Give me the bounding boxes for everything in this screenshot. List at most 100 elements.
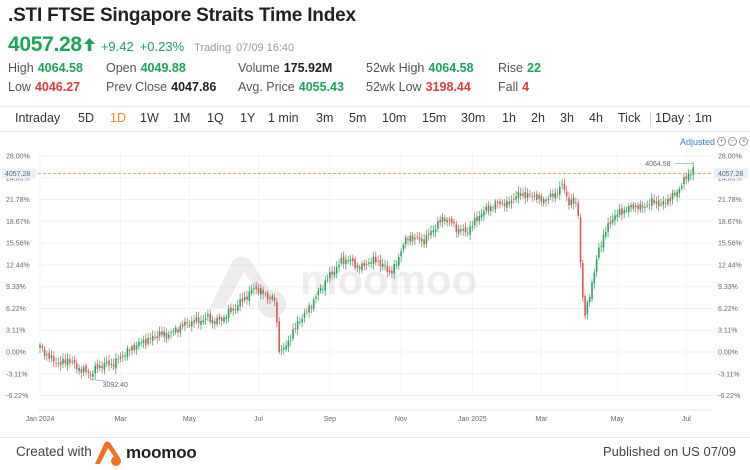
candle-body — [296, 321, 299, 330]
candle-body — [598, 247, 600, 258]
candle-body — [480, 213, 483, 218]
adjusted-toggle[interactable]: Adjusted — [680, 137, 716, 147]
candle-body — [227, 308, 230, 318]
tab-1day-1m[interactable]: 1Day : 1m — [655, 111, 712, 125]
tab-1w[interactable]: 1W — [140, 111, 159, 125]
tab-intraday[interactable]: Intraday — [15, 111, 61, 125]
tab-5d[interactable]: 5D — [78, 111, 94, 125]
candle-body — [637, 205, 639, 210]
price-change-pct: +0.23% — [139, 39, 185, 54]
tab-3h[interactable]: 3h — [560, 111, 574, 125]
stat-low: Low 4046.27 — [8, 80, 81, 94]
candle-body — [55, 363, 57, 364]
candle-body — [352, 258, 354, 262]
candle-body — [87, 371, 90, 373]
candle-body — [174, 327, 177, 333]
candle-body — [473, 218, 476, 226]
candle-body — [264, 293, 267, 295]
price-change: +9.42 — [100, 39, 134, 54]
candle-body — [76, 363, 78, 370]
candle-body — [683, 177, 685, 185]
candle-body — [365, 264, 368, 265]
tab-1m[interactable]: 1M — [173, 111, 191, 125]
tab-30m[interactable]: 30m — [461, 111, 486, 125]
tab-10m[interactable]: 10m — [382, 111, 407, 125]
last-price: 4057.28 — [8, 33, 82, 56]
candle-body — [250, 289, 253, 294]
candle-body — [122, 355, 124, 357]
candle-body — [593, 272, 596, 284]
zoom-out-icon[interactable]: − — [728, 137, 737, 146]
candle-body — [655, 201, 658, 204]
candle-body — [361, 263, 363, 271]
candle-body — [577, 202, 579, 216]
candle-body — [262, 289, 264, 295]
price-chart[interactable]: 28.00% 28.00% 24.89% 24.89% 21.78% 21.78% 18.6… — [0, 148, 750, 430]
candle-body — [430, 230, 432, 236]
tab-1y[interactable]: 1Y — [240, 111, 256, 125]
current-price-label-left: 4057.28 — [5, 171, 30, 178]
candle-body — [669, 197, 671, 202]
y-tick-label-right: 18.67% — [718, 219, 742, 226]
candle-body — [234, 309, 237, 310]
tab-5m[interactable]: 5m — [349, 111, 367, 125]
candle-body — [317, 291, 320, 295]
candle-body — [414, 237, 416, 240]
candle-body — [89, 374, 92, 376]
candle-body — [310, 306, 313, 309]
tab-15m[interactable]: 15m — [422, 111, 447, 125]
candle-body — [342, 256, 345, 264]
candle-body — [214, 321, 216, 325]
candle-body — [437, 221, 439, 229]
candle-body — [526, 193, 529, 198]
candle-body — [135, 345, 138, 350]
candle-body — [80, 369, 83, 373]
candle-body — [513, 198, 515, 200]
candle-body — [664, 203, 667, 204]
tab-4h[interactable]: 4h — [589, 111, 603, 125]
candle-body — [289, 340, 292, 342]
tab-3m[interactable]: 3m — [316, 111, 334, 125]
candle-body — [687, 173, 690, 181]
stat-rise: Rise 22 — [498, 61, 541, 75]
candle-body — [105, 361, 108, 364]
candle-body — [255, 286, 257, 290]
candle-body — [508, 201, 510, 205]
candle-body — [43, 349, 46, 356]
candle-body — [200, 321, 202, 325]
y-tick-label-left: 0.00% — [6, 350, 26, 357]
y-tick-label-left: 3.11% — [6, 328, 25, 335]
timeframe-tabs: Intraday 5D 1D 1W 1M 1Q 1Y 1 min 3m 5m 1… — [0, 106, 750, 132]
candle-body — [448, 219, 451, 221]
tab-2h[interactable]: 2h — [531, 111, 545, 125]
candle-body — [131, 346, 133, 351]
candle-body — [671, 193, 674, 200]
candle-body — [579, 217, 582, 263]
candle-body — [220, 317, 223, 321]
candle-body — [517, 191, 520, 199]
candle-body — [181, 324, 184, 327]
tab-tick[interactable]: Tick — [618, 111, 641, 125]
candle-body — [510, 200, 513, 204]
candle-body — [582, 263, 584, 298]
close-icon[interactable]: × — [739, 137, 748, 146]
candle-body — [239, 299, 241, 307]
zoom-in-icon[interactable]: + — [717, 137, 726, 146]
x-tick-label: Sep — [324, 416, 337, 423]
candle-body — [395, 264, 398, 266]
candle-body — [570, 199, 573, 206]
footer: Created with moomoo Published on US 07/0… — [0, 437, 750, 470]
tab-1h[interactable]: 1h — [502, 111, 516, 125]
x-tick-label: Mar — [114, 416, 127, 423]
x-tick-label: Mar — [535, 416, 548, 423]
candle-body — [630, 205, 632, 208]
candle-body — [476, 216, 478, 222]
tab-1-min[interactable]: 1 min — [268, 111, 299, 125]
stat-high: High 4064.58 — [8, 61, 83, 75]
tab-1d[interactable]: 1D — [110, 111, 126, 125]
candle-body — [170, 332, 172, 334]
candle-body — [232, 308, 234, 311]
candle-body — [651, 198, 653, 206]
candle-body — [345, 259, 347, 265]
tab-1q[interactable]: 1Q — [207, 111, 224, 125]
